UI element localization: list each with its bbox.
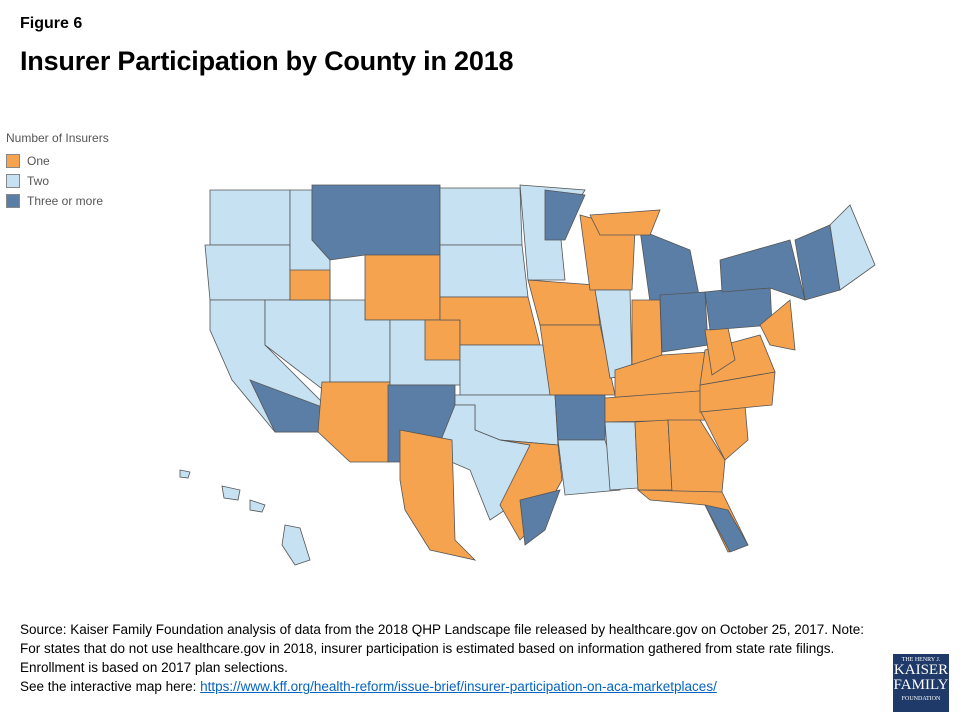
region-al[interactable] bbox=[634, 419, 673, 491]
region-mi[interactable] bbox=[639, 229, 701, 303]
region-wa[interactable] bbox=[209, 189, 291, 246]
region-ny[interactable] bbox=[719, 239, 806, 301]
region-hi-1[interactable] bbox=[281, 524, 311, 566]
interactive-map-link[interactable]: https://www.kff.org/health-reform/issue-… bbox=[200, 679, 717, 694]
logo-text: THE HENRY J. bbox=[901, 657, 941, 663]
region-hi-4[interactable] bbox=[179, 469, 191, 479]
legend-swatch bbox=[6, 154, 20, 168]
region-co-east[interactable] bbox=[424, 319, 461, 361]
region-ga[interactable] bbox=[667, 419, 726, 493]
region-nd[interactable] bbox=[439, 187, 523, 246]
legend-label: Three or more bbox=[27, 194, 104, 208]
region-oh[interactable] bbox=[659, 291, 709, 353]
region-ks[interactable] bbox=[459, 344, 551, 396]
link-prefix: See the interactive map here: bbox=[20, 679, 201, 694]
region-la[interactable] bbox=[557, 439, 621, 496]
legend-label: One bbox=[27, 154, 50, 168]
region-sd[interactable] bbox=[439, 244, 529, 298]
region-hi-2[interactable] bbox=[221, 485, 241, 501]
figure-label: Figure 6 bbox=[20, 15, 83, 32]
legend-item-two[interactable]: Two bbox=[6, 171, 109, 191]
legend-label: Two bbox=[27, 174, 50, 188]
region-id-south[interactable] bbox=[289, 269, 331, 301]
logo-text: FAMILY bbox=[893, 677, 949, 693]
region-ms[interactable] bbox=[604, 421, 639, 491]
region-nj-md[interactable] bbox=[759, 299, 796, 351]
region-fl[interactable] bbox=[636, 489, 749, 553]
legend-swatch bbox=[6, 174, 20, 188]
region-or[interactable] bbox=[204, 244, 291, 301]
page-title: Insurer Participation by County in 2018 bbox=[20, 46, 514, 76]
legend-item-one[interactable]: One bbox=[6, 151, 109, 171]
region-ar[interactable] bbox=[554, 394, 606, 441]
source-text: Source: Kaiser Family Foundation analysi… bbox=[20, 622, 864, 675]
logo-text: FOUNDATION bbox=[901, 696, 941, 702]
legend-swatch bbox=[6, 194, 20, 208]
region-mn-ne[interactable] bbox=[544, 189, 586, 241]
source-note: Source: Kaiser Family Foundation analysi… bbox=[20, 620, 870, 696]
region-wy[interactable] bbox=[364, 254, 441, 321]
legend-title: Number of Insurers bbox=[6, 131, 109, 145]
region-hi-3[interactable] bbox=[249, 499, 266, 513]
region-ak[interactable] bbox=[399, 429, 477, 561]
region-fl-south[interactable] bbox=[704, 504, 749, 553]
region-az[interactable] bbox=[317, 381, 391, 463]
region-mt[interactable] bbox=[311, 184, 441, 261]
legend-item-three-or-more[interactable]: Three or more bbox=[6, 191, 109, 211]
region-mi-up[interactable] bbox=[589, 209, 661, 236]
legend: Number of Insurers One Two Three or more bbox=[6, 131, 109, 211]
kff-logo: THE HENRY J. KAISER FAMILY FOUNDATION bbox=[893, 654, 949, 712]
region-tx-gulf[interactable] bbox=[519, 489, 561, 546]
region-me[interactable] bbox=[829, 204, 876, 291]
logo-text: KAISER bbox=[893, 662, 949, 678]
